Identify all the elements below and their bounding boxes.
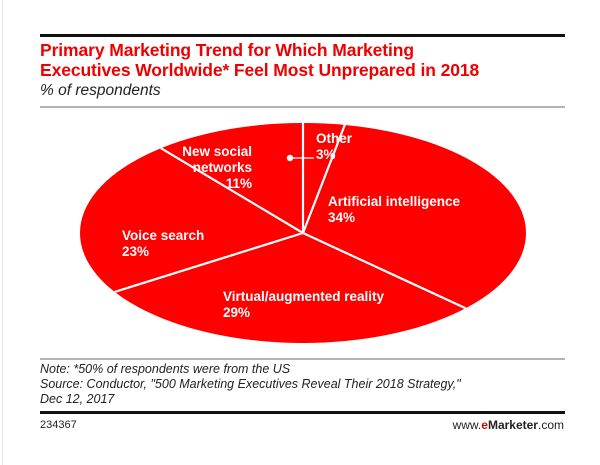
note-text: Note: *50% of respondents were from the …	[40, 362, 291, 376]
slice-name-vr: Virtual/augmented reality	[223, 289, 385, 304]
slice-pct-voice: 23%	[122, 244, 150, 259]
slice-pct-vr: 29%	[223, 305, 251, 320]
slice-label-social: New social networks 11%	[160, 144, 252, 192]
emarketer-logo: www.eMarketer.com	[453, 418, 564, 432]
bottom-rule	[40, 411, 565, 414]
slice-label-other: Other 3%	[316, 131, 352, 163]
slice-label-ai: Artificial intelligence 34%	[328, 194, 460, 226]
slice-pct-other: 3%	[316, 147, 336, 162]
slice-name-social-line-1: New social	[182, 144, 252, 159]
brand-e: e	[481, 418, 488, 432]
source-text-line-1: Source: Conductor, "500 Marketing Execut…	[40, 377, 461, 391]
footer-divider	[40, 358, 565, 360]
brand-prefix: www.	[452, 418, 482, 432]
slice-name-other: Other	[316, 131, 353, 146]
slice-name-ai: Artificial intelligence	[328, 194, 461, 209]
slice-divider-social	[160, 147, 304, 234]
chart-title-line-1: Primary Marketing Trend for Which Market…	[40, 40, 414, 60]
top-rule	[40, 34, 565, 37]
slice-pct-social: 11%	[225, 176, 252, 191]
slice-divider-ai	[301, 124, 346, 234]
other-leader-dot-icon	[286, 154, 294, 162]
chart-title: Primary Marketing Trend for Which Market…	[40, 40, 570, 80]
chart-notes: Note: *50% of respondents were from the …	[40, 362, 570, 407]
slice-name-voice: Voice search	[122, 228, 205, 243]
page-left-border	[2, 0, 3, 465]
slice-pct-ai: 34%	[328, 210, 356, 225]
header-divider	[40, 106, 565, 108]
brand-suffix: .com	[537, 418, 564, 432]
slice-divider-voice	[114, 231, 304, 293]
slice-name-social-line-2: networks	[192, 160, 252, 175]
slice-label-vr: Virtual/augmented reality 29%	[223, 289, 384, 321]
chart-id: 234367	[40, 419, 77, 431]
chart-title-line-2: Executives Worldwide* Feel Most Unprepar…	[40, 60, 480, 80]
slice-label-voice: Voice search 23%	[122, 228, 204, 260]
source-text-line-2: Dec 12, 2017	[40, 392, 115, 406]
brand-name: Marketer	[487, 418, 538, 432]
chart-subtitle: % of respondents	[40, 82, 161, 99]
slice-divider-vr	[302, 232, 467, 310]
